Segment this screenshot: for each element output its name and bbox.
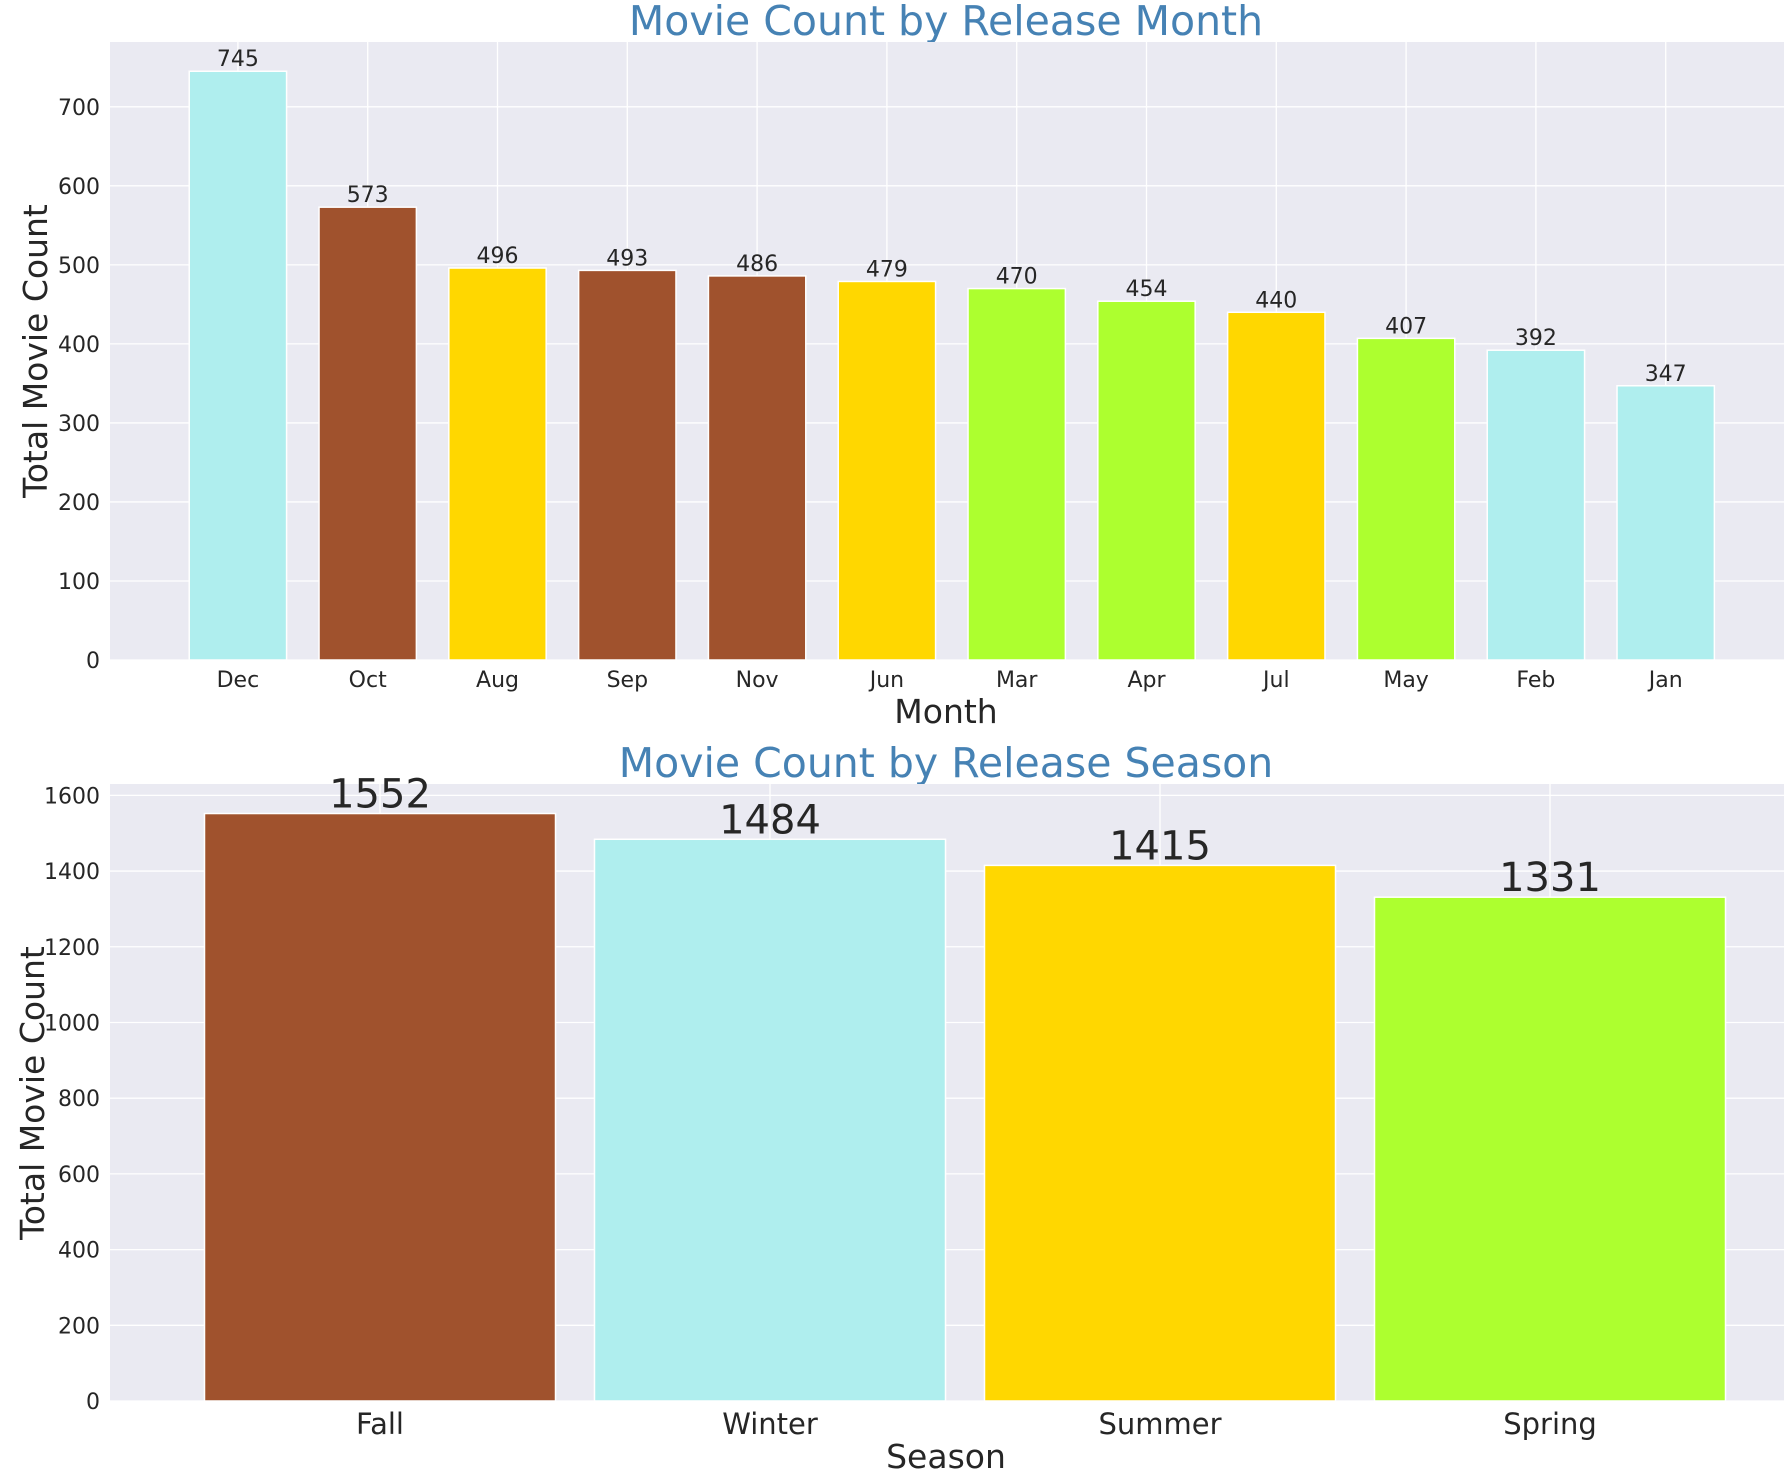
season-y-ticks: 0 200 400 600 800 1000 1200 1400 1600 (44, 784, 100, 1415)
month-y-ticks: 0 100 200 300 400 500 600 700 (58, 96, 100, 674)
month-x-tick-label: Mar (996, 668, 1038, 693)
month-bar-oct (318, 206, 418, 661)
month-bar-jul (1226, 311, 1326, 661)
y-tick-label: 1600 (44, 784, 100, 809)
month-x-tick-label: Jul (1261, 668, 1290, 693)
month-bar-jan (1616, 385, 1716, 661)
month-bar-jun (837, 280, 937, 661)
month-bar-value-label: 496 (477, 244, 519, 269)
y-tick-label: 600 (58, 175, 100, 200)
season-x-tick-label: Winter (722, 1407, 818, 1441)
month-x-tick-label: Dec (217, 668, 260, 693)
season-x-tick-label: Spring (1503, 1407, 1597, 1441)
month-bars (188, 70, 1716, 661)
month-bar-aug (448, 267, 547, 661)
y-tick-label: 500 (58, 254, 100, 279)
season-y-axis-label: Total Movie Count (13, 946, 52, 1241)
season-bar-spring (1373, 896, 1727, 1402)
month-x-tick-label: Nov (736, 668, 779, 693)
month-bar-value-label: 745 (217, 47, 259, 72)
month-x-tick-label: Jan (1647, 668, 1683, 693)
y-tick-label: 700 (58, 96, 100, 121)
y-tick-label: 800 (58, 1087, 100, 1112)
month-x-axis-label: Month (894, 692, 997, 731)
y-tick-label: 400 (58, 1239, 100, 1264)
season-bar-summer (983, 864, 1337, 1402)
month-bar-value-label: 479 (866, 257, 908, 282)
month-bar-value-label: 454 (1126, 277, 1168, 302)
season-chart-title: Movie Count by Release Season (619, 739, 1274, 787)
month-chart: Movie Count by Release Month 745 573 496 49… (16, 0, 1784, 731)
month-y-axis-label: Total Movie Count (16, 204, 55, 499)
month-x-ticks: Dec Oct Aug Sep Nov Jun Mar Apr Jul May Feb Jan (217, 668, 1683, 693)
y-tick-label: 300 (58, 412, 100, 437)
month-x-tick-label: Oct (349, 668, 387, 693)
month-bar-value-label: 440 (1255, 288, 1297, 313)
month-bar-mar (967, 287, 1067, 661)
month-bar-may (1356, 337, 1456, 661)
month-x-tick-label: Jun (868, 668, 904, 693)
y-tick-label: 0 (86, 1390, 100, 1415)
season-bar-value-label: 1552 (329, 772, 431, 818)
month-bar-value-label: 392 (1515, 326, 1557, 351)
month-x-tick-label: May (1383, 668, 1428, 693)
y-tick-label: 600 (58, 1163, 100, 1188)
y-tick-label: 1000 (44, 1011, 100, 1036)
month-bar-dec (188, 70, 288, 661)
month-bar-nov (707, 275, 807, 661)
season-chart: Movie Count by Release Season 1552 1484 14… (13, 739, 1784, 1476)
month-bar-feb (1486, 349, 1586, 661)
y-tick-label: 1400 (44, 860, 100, 885)
y-tick-label: 100 (58, 570, 100, 595)
month-bar-apr (1097, 300, 1196, 661)
y-tick-label: 200 (58, 1314, 100, 1339)
season-bar-value-label: 1415 (1109, 823, 1211, 869)
month-bar-value-label: 493 (606, 246, 648, 271)
month-bar-value-label: 347 (1645, 362, 1687, 387)
season-bar-value-label: 1484 (719, 797, 821, 843)
season-x-ticks: Fall Winter Summer Spring (356, 1407, 1597, 1441)
month-x-tick-label: Sep (607, 668, 648, 693)
season-bar-fall (203, 812, 557, 1402)
month-bar-value-label: 486 (736, 252, 778, 277)
month-x-tick-label: Apr (1127, 668, 1166, 693)
season-bars (203, 812, 1727, 1402)
season-x-axis-label: Season (886, 1437, 1006, 1476)
month-x-tick-label: Aug (476, 668, 519, 693)
month-bar-value-label: 573 (347, 183, 389, 208)
y-tick-label: 0 (86, 649, 100, 674)
season-bar-value-label: 1331 (1499, 855, 1601, 901)
y-tick-label: 200 (58, 491, 100, 516)
month-bar-sep (577, 269, 677, 661)
month-bar-value-label: 407 (1385, 314, 1427, 339)
season-bar-winter (593, 838, 947, 1402)
month-x-tick-label: Feb (1516, 668, 1555, 693)
month-bar-value-label: 470 (996, 265, 1038, 290)
season-x-tick-label: Fall (356, 1407, 404, 1441)
month-bar-labels: 745 573 496 493 486 479 470 454 440 407 392 347 (217, 47, 1687, 387)
season-x-tick-label: Summer (1098, 1407, 1221, 1441)
season-bar-labels: 1552 1484 1415 1331 (329, 772, 1601, 902)
month-chart-title: Movie Count by Release Month (629, 0, 1263, 45)
y-tick-label: 1200 (44, 936, 100, 961)
y-tick-label: 400 (58, 333, 100, 358)
